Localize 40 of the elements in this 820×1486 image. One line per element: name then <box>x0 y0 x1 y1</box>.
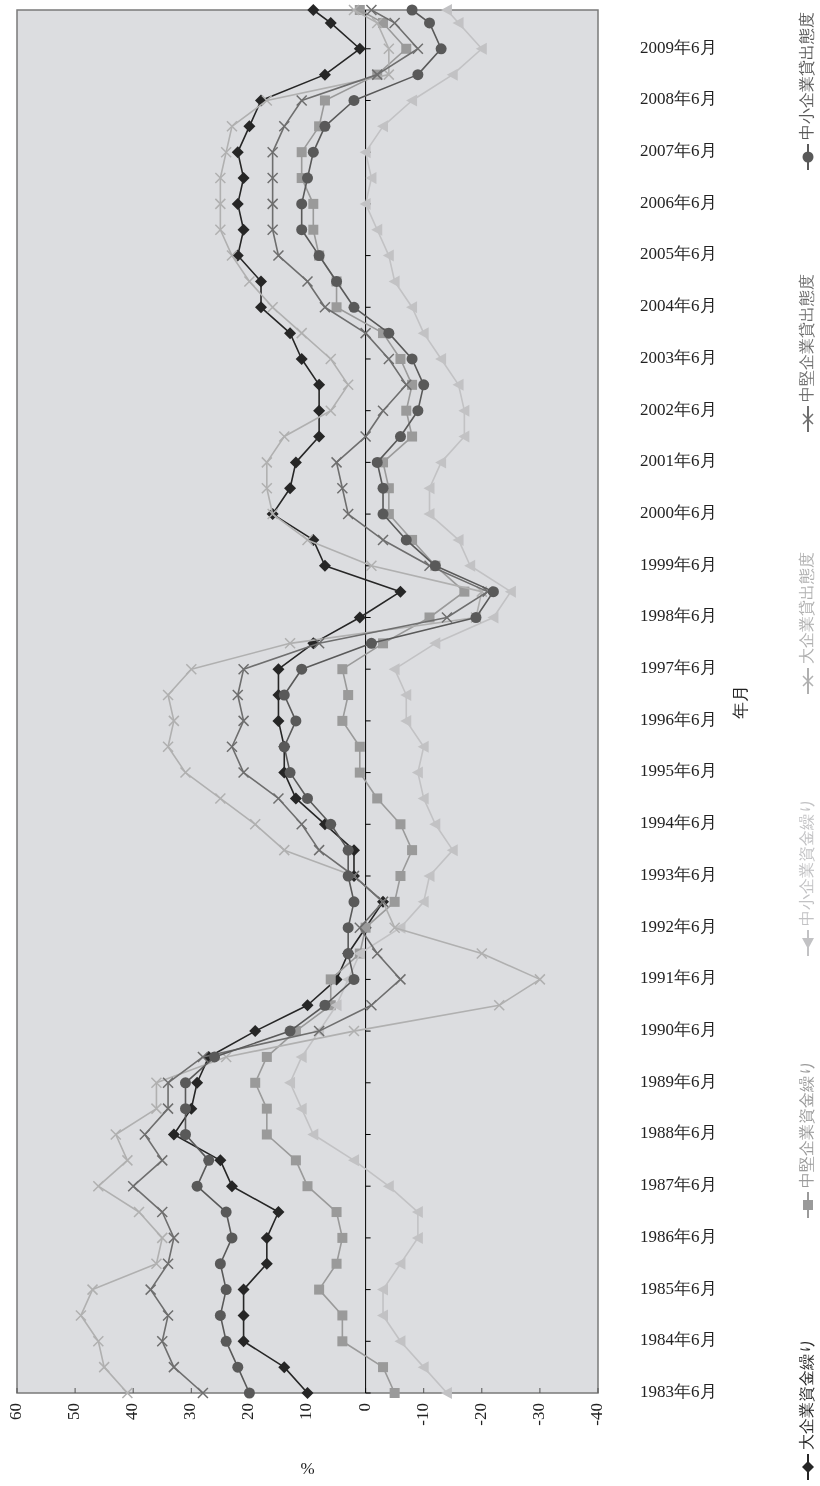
y-tick-label: 2001年6月 <box>640 451 717 471</box>
y-tick-label: 1988年6月 <box>640 1123 717 1143</box>
x-tick-label: 10 <box>296 1403 316 1420</box>
y-tick-label: 1999年6月 <box>640 554 717 574</box>
y-tick-label: 1997年6月 <box>640 658 717 678</box>
y-tick-label: 2002年6月 <box>640 399 717 419</box>
y-tick-label: 2004年6月 <box>640 296 717 316</box>
y-tick-label: 2000年6月 <box>640 502 717 522</box>
y-tick-label: 1998年6月 <box>640 606 717 626</box>
y-tick-label: 1991年6月 <box>640 968 717 988</box>
y-tick-label: 1985年6月 <box>640 1278 717 1298</box>
y-tick-label: 1990年6月 <box>640 1020 717 1039</box>
x-tick-label: -40 <box>586 1403 606 1426</box>
y-tick-label: 1987年6月 <box>640 1175 717 1195</box>
x-tick-label: 30 <box>180 1403 200 1420</box>
y-tick-label: 2009年6月 <box>640 37 717 57</box>
x-tick-label: 60 <box>5 1403 25 1420</box>
y-tick-label: 2006年6月 <box>640 192 717 212</box>
y-tick-label: 1984年6月 <box>640 1330 717 1350</box>
y-tick-label: 1995年6月 <box>640 761 717 781</box>
y-tick-label: 2005年6月 <box>640 244 717 264</box>
y-axis-title: 年月 <box>730 684 750 719</box>
x-axis-title: % <box>300 1458 315 1478</box>
x-tick-label: -30 <box>528 1403 548 1426</box>
y-tick-label: 1993年6月 <box>640 864 717 884</box>
y-tick-label: 1992年6月 <box>640 916 717 936</box>
y-tick-label: 2008年6月 <box>640 89 717 109</box>
y-tick-label: 1986年6月 <box>640 1226 717 1246</box>
x-tick-label: -10 <box>412 1403 432 1426</box>
y-tick-label: 1996年6月 <box>640 709 717 729</box>
x-tick-label: -20 <box>470 1403 490 1426</box>
x-tick-label: 40 <box>122 1403 142 1420</box>
y-tick-label: 1994年6月 <box>640 813 717 833</box>
y-tick-label: 1989年6月 <box>640 1071 717 1091</box>
x-tick-label: 20 <box>238 1403 258 1420</box>
x-tick-label: 0 <box>354 1403 374 1412</box>
y-tick-label: 1983年6月 <box>640 1381 717 1401</box>
x-tick-label: 50 <box>64 1403 84 1420</box>
y-tick-label: 2007年6月 <box>640 141 717 161</box>
y-tick-label: 2003年6月 <box>640 347 717 367</box>
